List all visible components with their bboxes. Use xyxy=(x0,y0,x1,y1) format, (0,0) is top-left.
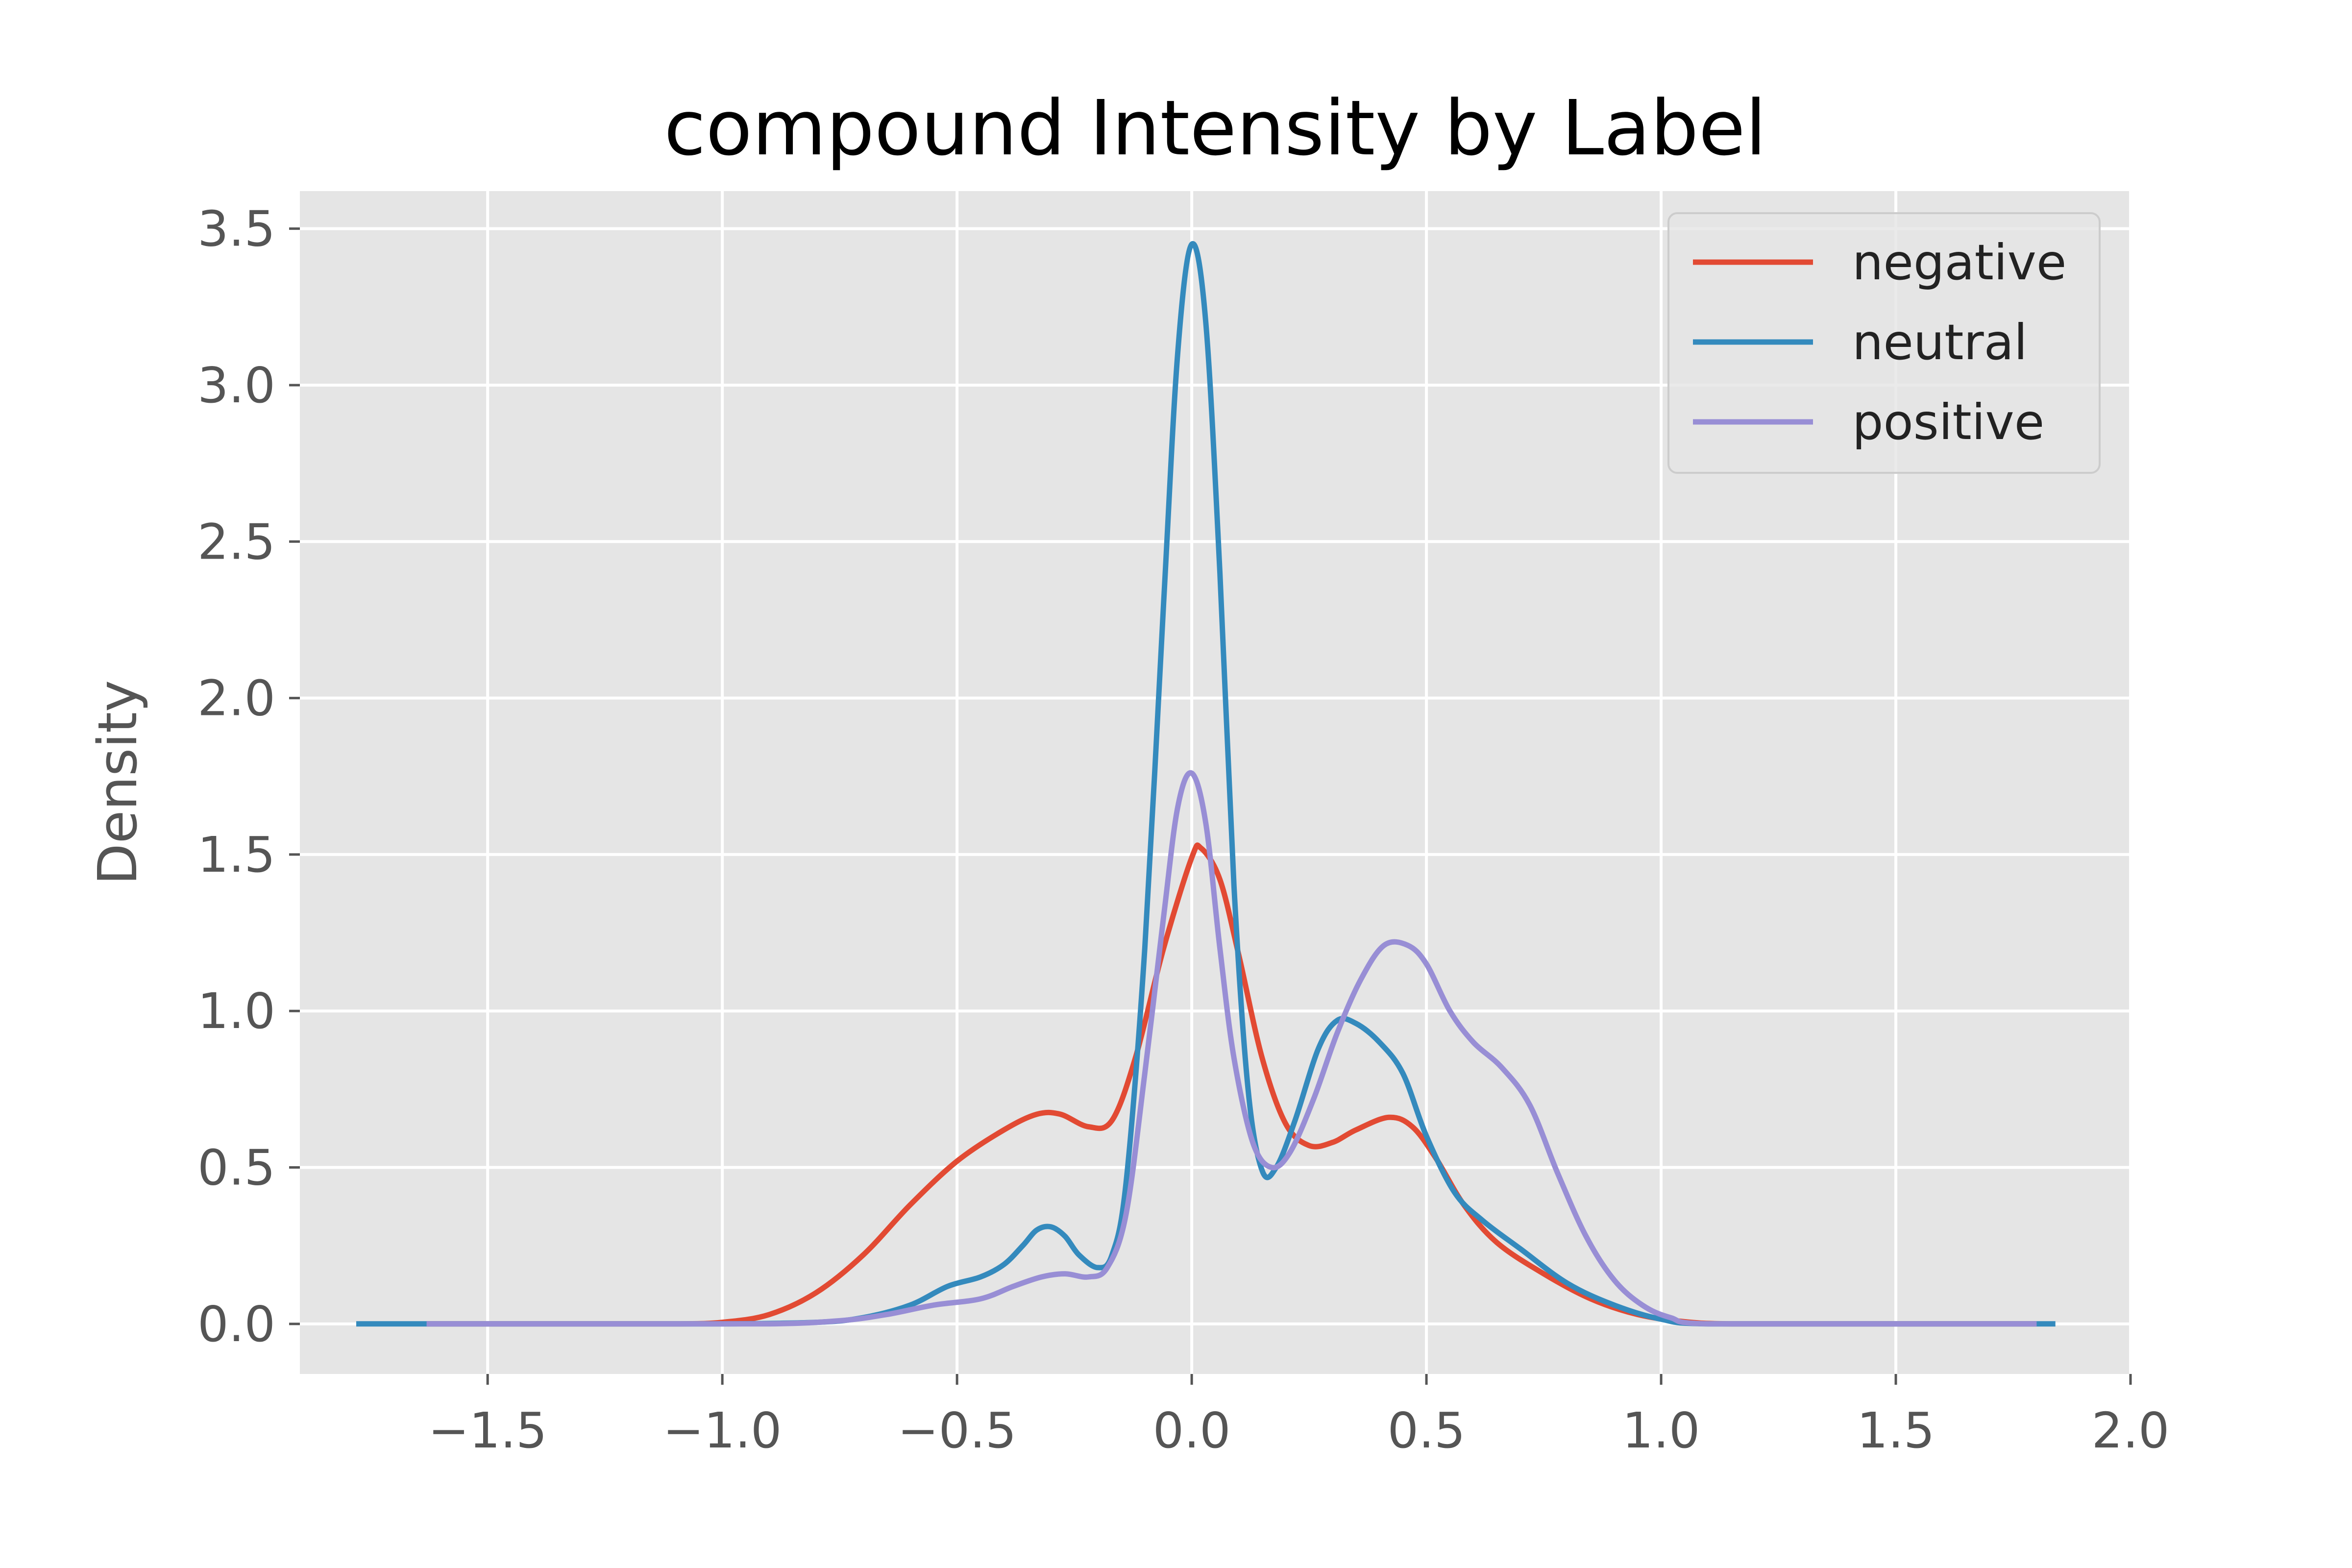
y-tick-label: 3.5 xyxy=(197,200,275,258)
y-tick-label: 3.0 xyxy=(197,357,275,414)
x-tick-label: 0.5 xyxy=(1388,1402,1466,1459)
y-tick-label: 2.0 xyxy=(197,670,275,727)
x-tick-label: 2.0 xyxy=(2091,1402,2169,1459)
series-line-neutral xyxy=(356,241,2056,1327)
series-line-positive xyxy=(426,770,2037,1327)
x-tick-label: −1.0 xyxy=(663,1402,782,1459)
chart-title: compound Intensity by Label xyxy=(664,84,1766,172)
legend-entries: negative neutral positive xyxy=(1693,234,2066,451)
x-tick-label: 1.5 xyxy=(1857,1402,1935,1459)
series-lines xyxy=(356,241,2056,1327)
x-tick-label: −1.5 xyxy=(428,1402,547,1459)
x-tick-label: 0.0 xyxy=(1153,1402,1231,1459)
axis-ticks: −1.5 −1.0 −0.5 0.0 0.5 1.0 1.5 2.0 0.0 0.5 1.0 1.5 2… xyxy=(197,200,2170,1459)
y-tick-label: 0.0 xyxy=(197,1296,275,1353)
legend-label-positive: positive xyxy=(1852,393,2044,451)
x-tick-label: −0.5 xyxy=(898,1402,1017,1459)
legend: negative neutral positive xyxy=(1667,212,2101,474)
legend-label-neutral: neutral xyxy=(1852,314,2028,371)
x-tick-label: 1.0 xyxy=(1622,1402,1700,1459)
y-tick-label: 1.5 xyxy=(197,826,275,883)
y-tick-label: 1.0 xyxy=(197,982,275,1040)
legend-label-negative: negative xyxy=(1852,234,2066,291)
y-tick-label: 2.5 xyxy=(197,513,275,570)
y-tick-label: 0.5 xyxy=(197,1139,275,1197)
y-axis-label: Density xyxy=(86,680,149,885)
series-line-negative xyxy=(426,842,2037,1327)
legend-box xyxy=(1667,212,2101,474)
